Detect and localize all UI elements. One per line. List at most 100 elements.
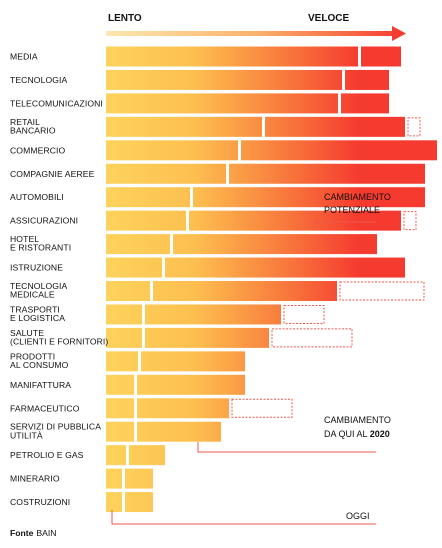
annotations: CAMBIAMENTO POTENZIALE CAMBIAMENTO DA QU…	[324, 192, 391, 521]
category-label: HOTEL E RISTORANTI	[10, 234, 71, 253]
annotation-2020-year: 2020	[370, 429, 390, 439]
bar-change-2020	[125, 468, 153, 489]
connector-today	[111, 510, 376, 525]
source-note: Fonte BAIN	[10, 528, 56, 538]
bar-row	[106, 140, 437, 161]
category-label: COMMERCIO	[10, 145, 66, 155]
bar-today	[106, 257, 162, 278]
speed-arrow-head-icon	[392, 26, 406, 41]
bar-row	[106, 304, 325, 325]
category-label: TECNOLOGIA	[10, 75, 68, 85]
category-label: TRASPORTI E LOGISTICA	[10, 304, 65, 323]
bar-change-2020	[137, 398, 229, 419]
source-name: BAIN	[36, 528, 56, 538]
header-left-label: LENTO	[108, 13, 142, 24]
bar-change-2020	[165, 257, 405, 278]
bar-today	[106, 140, 238, 161]
bar-row	[106, 69, 389, 90]
bar-today	[106, 46, 358, 67]
bar-change-2020	[141, 351, 245, 372]
bar-potential	[231, 398, 293, 418]
category-label: MANIFATTURA	[10, 380, 71, 390]
bar-row	[106, 398, 293, 419]
bar-potential	[283, 304, 325, 324]
bar-today	[106, 69, 342, 90]
bar-row	[106, 421, 221, 442]
category-labels: MEDIA TECNOLOGIA TELECOMUNICAZIONI RETAIL BA…	[10, 52, 108, 508]
connector-2020	[197, 442, 376, 453]
source-label: Fonte	[10, 528, 34, 538]
bar-row	[106, 351, 245, 372]
bar-today	[106, 281, 150, 301]
annotation-2020-line2: DA QUI AL 2020	[324, 429, 390, 439]
bar-change-2020	[193, 187, 425, 208]
category-label-line: TECNOLOGIA	[10, 281, 68, 291]
bar-change-2020	[145, 327, 269, 348]
bar-change-2020	[189, 210, 401, 231]
bar-today	[106, 93, 338, 114]
bar-row	[106, 281, 425, 301]
bar-change-2020	[153, 281, 337, 301]
bar-row	[106, 187, 425, 208]
bar-row	[106, 445, 165, 466]
category-label: ISTRUZIONE	[10, 263, 63, 273]
category-label-line: TRASPORTI	[10, 304, 60, 314]
bar-row	[106, 327, 353, 348]
bar-today	[106, 304, 142, 325]
bars-layer	[106, 46, 437, 513]
bar-row	[106, 468, 153, 489]
bar-today	[106, 468, 122, 489]
category-label: SERVIZI DI PUBBLICA UTILITÀ	[10, 422, 101, 441]
bar-potential	[403, 211, 417, 231]
category-label-line: RETAIL	[10, 117, 40, 127]
bar-change-2020	[229, 163, 425, 184]
annotation-2020-line1: CAMBIAMENTO	[324, 415, 391, 425]
bar-today	[106, 163, 226, 184]
bar-change-2020	[341, 93, 389, 114]
category-label: COSTRUZIONI	[10, 497, 70, 507]
category-label: TECNOLOGIA MEDICALE	[10, 281, 68, 300]
category-label: FARMACEUTICO	[10, 403, 80, 413]
category-label: AUTOMOBILI	[10, 192, 64, 202]
category-label-line: HOTEL	[10, 234, 39, 244]
category-label-line: SALUTE	[10, 328, 44, 338]
bar-row	[106, 116, 421, 137]
category-label: SALUTE (CLIENTI E FORNITORI)	[10, 328, 108, 347]
header-right-label: VELOCE	[308, 13, 349, 24]
bar-today	[106, 492, 122, 513]
category-label: ASSICURAZIONI	[10, 216, 78, 226]
bar-change-2020	[345, 69, 389, 90]
category-label-line: PRODOTTI	[10, 351, 55, 361]
annotation-potential-line2: POTENZIALE	[324, 205, 380, 215]
speed-axis: LENTO VELOCE	[106, 13, 406, 41]
category-label: MEDIA	[10, 52, 38, 62]
bar-change-2020	[361, 46, 401, 67]
bar-change-2020	[265, 116, 405, 137]
category-label: PETROLIO E GAS	[10, 450, 84, 460]
category-label: RETAIL BANCARIO	[10, 117, 56, 136]
bar-row	[106, 257, 405, 278]
bar-potential	[407, 117, 421, 137]
bar-today	[106, 234, 170, 255]
category-label-line: MEDICALE	[10, 290, 55, 300]
bar-change-2020	[125, 492, 153, 513]
bar-today	[106, 116, 262, 137]
bar-today	[106, 398, 134, 419]
bar-row	[106, 163, 425, 184]
category-label-line: AL CONSUMO	[10, 360, 69, 370]
bar-change-2020	[137, 374, 245, 395]
bar-change-2020	[173, 234, 377, 255]
bar-today	[106, 187, 190, 208]
bar-today	[106, 421, 134, 442]
bar-today	[106, 374, 134, 395]
bar-change-2020	[145, 304, 281, 325]
annotation-today: OGGI	[346, 511, 370, 521]
bar-row	[106, 234, 377, 255]
category-label-line: SERVIZI DI PUBBLICA	[10, 422, 101, 432]
category-label: COMPAGNIE AEREE	[10, 169, 95, 179]
bar-row	[106, 46, 401, 67]
category-label: PRODOTTI AL CONSUMO	[10, 351, 69, 370]
category-label: TELECOMUNICAZIONI	[10, 98, 103, 108]
bar-row	[106, 93, 389, 114]
